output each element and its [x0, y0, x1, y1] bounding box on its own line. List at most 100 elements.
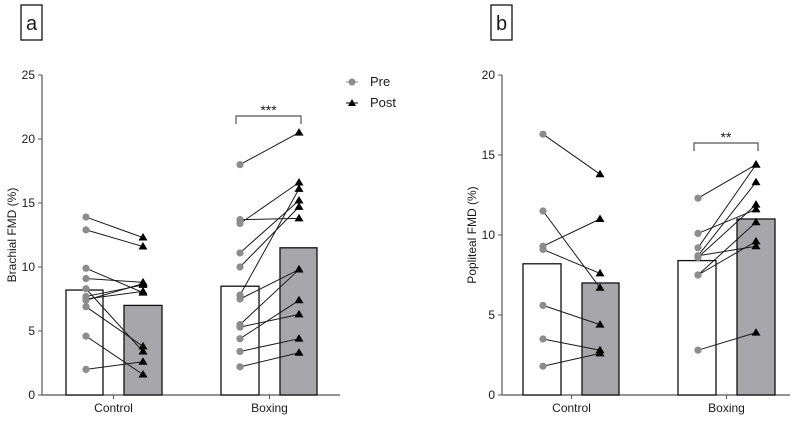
pair-line	[542, 352, 601, 367]
pre-point	[236, 335, 244, 343]
y-tick-label: 20	[482, 68, 496, 82]
legend-post-marker	[348, 99, 356, 106]
post-point	[751, 177, 761, 186]
y-axis-label: Popliteal FMD (%)	[465, 186, 479, 283]
pre-point	[236, 161, 244, 169]
pair-line	[239, 200, 300, 254]
pair-line	[85, 216, 144, 239]
pair-line	[542, 218, 601, 247]
post-point	[595, 320, 605, 328]
pre-point	[694, 194, 702, 202]
y-tick-label: 15	[482, 148, 496, 162]
post-point	[294, 295, 304, 304]
y-tick-label: 25	[22, 68, 36, 82]
bar-post-boxing	[279, 247, 318, 396]
pre-point	[82, 365, 90, 373]
pre-point	[694, 229, 702, 237]
post-point	[138, 357, 148, 365]
pre-point	[236, 219, 244, 228]
pre-point	[236, 249, 244, 257]
y-tick-label: 5	[28, 324, 35, 338]
pair-line	[239, 269, 300, 325]
pre-point	[694, 244, 702, 252]
bar-pre-control	[522, 263, 562, 396]
post-point	[138, 370, 148, 378]
post-point	[294, 213, 304, 222]
legend-post-label: Post	[370, 95, 396, 110]
pair-line	[85, 306, 144, 347]
pre-point	[539, 335, 547, 343]
post-point	[294, 348, 304, 356]
pair-line	[239, 269, 300, 300]
pair-line	[239, 313, 300, 328]
pre-point	[82, 332, 90, 340]
panel-a: 0 5 10 15 20 25 Brachial FMD (%) Control Boxing *…	[5, 68, 340, 415]
pair-line	[85, 361, 144, 370]
pre-point	[82, 213, 90, 221]
pre-point	[82, 303, 90, 311]
pair-line	[697, 221, 757, 276]
significance-bracket	[693, 142, 759, 151]
significance-label: **	[721, 129, 732, 145]
post-point	[595, 348, 605, 357]
pre-point	[694, 346, 702, 354]
post-point	[595, 283, 605, 291]
y-tick-label: 10	[482, 228, 496, 242]
post-point	[595, 268, 605, 277]
post-point	[595, 169, 605, 178]
post-point	[751, 217, 761, 226]
pre-point	[539, 362, 547, 370]
pre-point	[236, 323, 244, 331]
post-point	[138, 286, 148, 295]
pair-line	[239, 182, 300, 224]
post-point	[294, 178, 304, 186]
pair-line	[542, 304, 601, 326]
post-point	[294, 184, 304, 192]
post-point	[751, 204, 761, 213]
pair-line	[85, 283, 144, 301]
x-tick-label: Control	[94, 401, 133, 415]
pair-line	[697, 164, 757, 249]
pair-line	[542, 248, 601, 274]
post-point	[751, 160, 761, 168]
pair-line	[697, 164, 757, 199]
pre-point	[236, 363, 244, 371]
post-point	[751, 328, 761, 336]
pre-point	[82, 296, 90, 304]
panel-b-label: b	[490, 4, 513, 41]
pre-point	[236, 263, 244, 271]
svg-text:b: b	[496, 13, 507, 35]
post-point	[138, 242, 148, 250]
x-tick-label: Boxing	[708, 401, 745, 415]
pre-point	[539, 301, 547, 309]
y-tick-label: 5	[488, 308, 495, 322]
legend-pre-label: Pre	[370, 74, 390, 89]
post-point	[751, 241, 761, 250]
post-point	[751, 200, 761, 208]
pre-point	[539, 130, 547, 138]
pre-point	[539, 207, 547, 215]
y-tick-label: 20	[22, 132, 36, 146]
pair-line	[239, 132, 300, 166]
pre-point	[539, 245, 547, 253]
pair-line	[542, 210, 601, 289]
pair-line	[697, 332, 757, 351]
pair-line	[697, 181, 757, 257]
panel-b: 0 5 10 15 20 Popliteal FMD (%) Control Boxing **	[465, 68, 790, 415]
post-point	[751, 236, 761, 245]
pair-line	[239, 338, 300, 352]
pre-point	[236, 347, 244, 356]
pre-point	[82, 226, 90, 234]
post-point	[138, 233, 148, 241]
y-tick-label: 10	[22, 260, 36, 274]
bar-post-control	[581, 282, 620, 396]
post-point	[138, 341, 148, 350]
post-point	[294, 309, 304, 318]
post-point	[138, 346, 148, 355]
pre-point	[694, 271, 702, 279]
y-tick-label: 0	[28, 388, 35, 402]
pair-line	[542, 133, 601, 175]
significance-bracket	[235, 115, 302, 124]
significance-label: ***	[260, 102, 277, 118]
